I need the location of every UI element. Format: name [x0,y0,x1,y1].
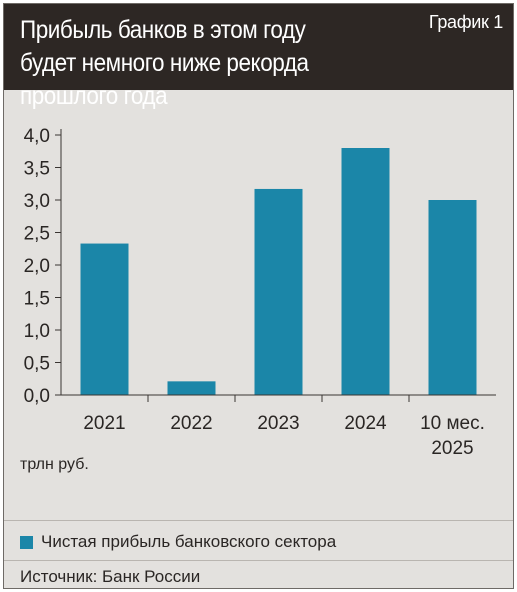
bar [80,243,129,395]
y-tick-label: 2,5 [24,224,50,245]
bar [254,188,303,395]
y-tick-label: 4,0 [24,126,50,147]
chart-number: График 1 [428,12,503,32]
legend-label: Чистая прибыль банковского сектора [41,532,337,551]
chart-title-line-1: Прибыль банков в этом году [20,16,306,44]
x-tick-label: 2022 [170,413,212,434]
y-tick-label: 0,0 [24,386,50,407]
chart-frame: Прибыль банков в этом году будет немного… [3,3,514,589]
x-tick-label: 2023 [257,413,299,434]
x-tick-label: 10 мес. [420,413,485,434]
x-tick-label: 2021 [83,413,125,434]
chart-header: Прибыль банков в этом году будет немного… [4,4,513,110]
legend-divider [4,520,513,521]
unit-label: трлн руб. [20,456,89,473]
bar [428,200,477,395]
y-tick-label: 1,0 [24,321,50,342]
bar [341,148,390,395]
x-tick-label: 2025 [431,438,473,459]
legend: Чистая прибыль банковского сектора [20,531,336,553]
source-note: Источник: Банк России [20,567,201,586]
y-tick-label: 3,0 [24,191,50,212]
chart-title-line-2: будет немного ниже рекорда прошлого года [20,49,309,110]
y-tick-label: 1,5 [24,289,50,310]
legend-swatch [20,535,33,549]
y-tick-label: 0,5 [24,354,50,375]
x-tick-label: 2024 [344,413,387,434]
source-divider [4,560,513,561]
bar [167,381,216,395]
y-tick-label: 3,5 [24,159,50,180]
chart-title: Прибыль банков в этом году будет немного… [20,14,398,113]
plot-area: 0,0 0,5 1,0 1,5 2,0 2,5 3,0 3,5 4,0 2021 2022 2023 2… [4,90,513,520]
y-tick-label: 2,0 [24,256,50,277]
bar-chart: 0,0 0,5 1,0 1,5 2,0 2,5 3,0 3,5 4,0 2021 2022 2023 2… [24,126,496,459]
